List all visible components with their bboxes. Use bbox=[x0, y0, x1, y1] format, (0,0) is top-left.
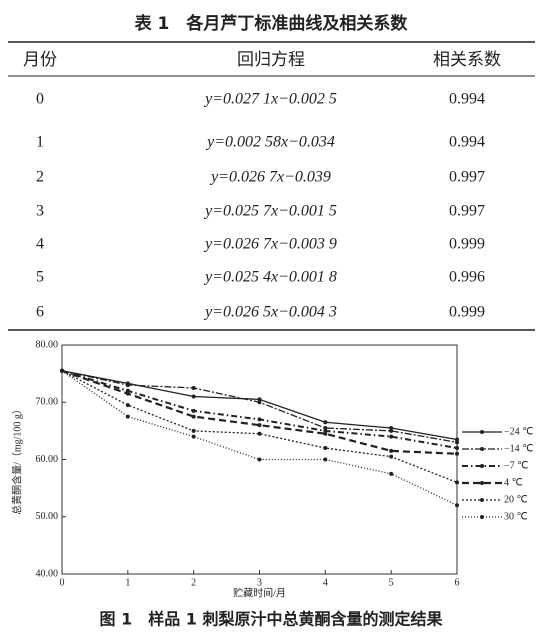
data-point bbox=[191, 414, 196, 419]
table-header: 相关系数 bbox=[433, 50, 501, 70]
data-point bbox=[257, 431, 262, 436]
x-tick-label: 3 bbox=[257, 577, 262, 588]
x-tick-label: 0 bbox=[60, 577, 65, 588]
x-tick-label: 6 bbox=[455, 577, 460, 588]
data-point bbox=[389, 434, 394, 439]
legend-label: −14 ℃ bbox=[504, 443, 533, 454]
legend-marker bbox=[480, 498, 484, 502]
data-point bbox=[125, 391, 130, 396]
data-point bbox=[389, 426, 394, 431]
legend-marker bbox=[480, 447, 484, 451]
data-point bbox=[323, 457, 328, 462]
table-cell: y=0.027 1x−0.002 5 bbox=[203, 91, 337, 108]
legend-label: 20 ℃ bbox=[504, 494, 528, 505]
legend-marker bbox=[480, 515, 484, 519]
legend-label: 30 ℃ bbox=[504, 511, 528, 522]
figure-caption: 图 1 样品 1 刺梨原汁中总黄酮含量的测定结果 bbox=[100, 610, 443, 629]
data-point bbox=[455, 440, 459, 445]
data-point bbox=[455, 503, 459, 508]
y-tick-label: 50.00 bbox=[36, 511, 59, 522]
table-cell: 4 bbox=[36, 236, 44, 253]
table-title: 表 1 各月芦丁标准曲线及相关系数 bbox=[135, 13, 409, 34]
table-cell: 0.994 bbox=[449, 91, 485, 108]
legend-label: −24 ℃ bbox=[504, 426, 533, 437]
table-cell: 3 bbox=[36, 203, 44, 220]
chart: 40.00 50.00 60.00 70.00 80.00 0 1 2 3 4 5 6 贮藏时间/月 总黄… bbox=[10, 339, 533, 628]
table-cell: y=0.002 58x−0.034 bbox=[205, 134, 335, 151]
data-point bbox=[389, 448, 394, 453]
data-point bbox=[125, 414, 130, 419]
table-cell: 0.997 bbox=[449, 169, 485, 186]
legend-marker bbox=[480, 481, 484, 485]
series-line bbox=[61, 370, 458, 506]
data-point bbox=[257, 397, 262, 402]
table-cell: y=0.026 7x−0.039 bbox=[209, 169, 331, 186]
y-axis-label: 总黄酮含量/（mg/100 g） bbox=[10, 404, 23, 515]
data-point bbox=[455, 480, 459, 485]
data-point bbox=[257, 417, 262, 422]
legend-marker bbox=[480, 430, 484, 434]
legend-label: −7 ℃ bbox=[504, 460, 528, 471]
data-point bbox=[191, 385, 196, 390]
data-point bbox=[60, 368, 64, 373]
table-cell: y=0.025 7x−0.001 5 bbox=[203, 203, 337, 220]
data-point bbox=[191, 428, 196, 433]
data-point bbox=[323, 446, 328, 451]
data-point bbox=[125, 403, 130, 408]
table-header: 月份 bbox=[23, 50, 57, 70]
table: 月份 回归方程 相关系数 0 y=0.027 1x−0.002 5 0.994 1 y=0.0… bbox=[23, 50, 501, 321]
data-point bbox=[257, 400, 262, 405]
y-tick-label: 70.00 bbox=[36, 397, 59, 408]
table-cell: 0.997 bbox=[449, 203, 485, 220]
data-point bbox=[323, 428, 328, 433]
data-point bbox=[389, 454, 394, 459]
table-cell: 0.999 bbox=[449, 236, 485, 253]
y-tick-label: 60.00 bbox=[36, 454, 59, 465]
data-point bbox=[191, 408, 196, 413]
table-cell: y=0.025 4x−0.001 8 bbox=[203, 269, 337, 286]
y-tick-label: 80.00 bbox=[36, 339, 59, 350]
y-tick-label: 40.00 bbox=[36, 568, 59, 579]
table-cell: y=0.026 7x−0.003 9 bbox=[203, 236, 337, 253]
data-point bbox=[257, 423, 262, 428]
data-point bbox=[323, 420, 328, 425]
data-point bbox=[125, 388, 130, 393]
data-point bbox=[323, 426, 328, 431]
table-cell: 0.999 bbox=[449, 304, 485, 321]
data-point bbox=[191, 394, 196, 399]
data-point bbox=[389, 428, 394, 433]
table-cell: 5 bbox=[36, 269, 44, 286]
x-tick-label: 1 bbox=[125, 577, 130, 588]
legend-label: 4 ℃ bbox=[504, 477, 523, 488]
data-point bbox=[455, 451, 459, 456]
x-axis-label: 贮藏时间/月 bbox=[233, 586, 286, 599]
table-cell: 6 bbox=[36, 304, 44, 321]
table-cell: 2 bbox=[36, 169, 44, 186]
data-point bbox=[257, 457, 262, 462]
data-point bbox=[323, 431, 328, 436]
series-line bbox=[61, 370, 458, 441]
table-cell: 0 bbox=[36, 91, 44, 108]
table-cell: y=0.026 5x−0.004 3 bbox=[203, 304, 337, 321]
x-tick-label: 4 bbox=[323, 577, 328, 588]
data-point bbox=[191, 434, 196, 439]
table-cell: 0.996 bbox=[449, 269, 485, 286]
table-header: 回归方程 bbox=[237, 50, 305, 70]
legend-marker bbox=[480, 464, 484, 468]
data-point bbox=[125, 383, 130, 388]
data-point bbox=[455, 437, 459, 442]
table-cell: 0.994 bbox=[449, 134, 485, 151]
x-tick-label: 2 bbox=[191, 577, 196, 588]
data-point bbox=[389, 471, 394, 476]
table-cell: 1 bbox=[36, 134, 44, 151]
data-point bbox=[455, 446, 459, 451]
x-tick-label: 5 bbox=[389, 577, 394, 588]
